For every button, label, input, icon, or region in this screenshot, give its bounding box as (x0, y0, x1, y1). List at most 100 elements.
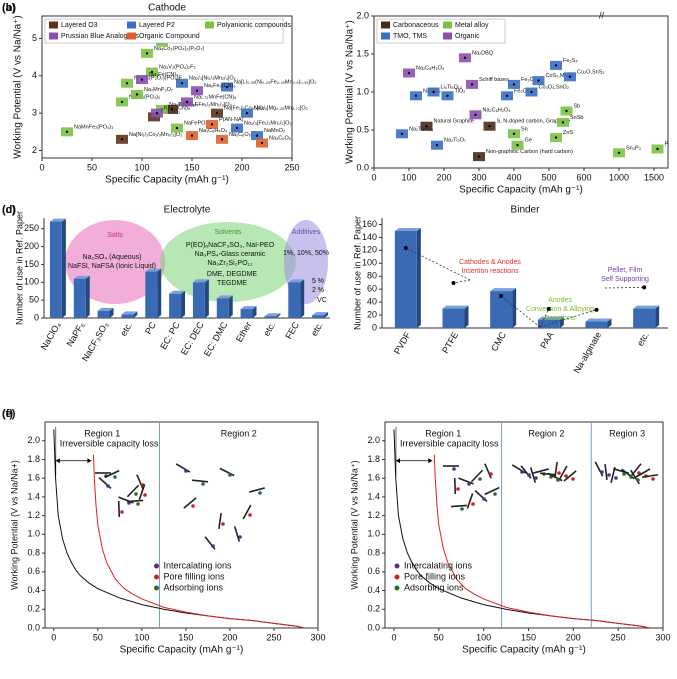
leader (604, 286, 645, 289)
ion (571, 477, 575, 481)
annotation: Conversion & Alloying (526, 306, 594, 313)
y-tick-label: 1.2 (367, 510, 380, 520)
data-point (530, 90, 533, 94)
annotation: Cathodes & Anodes (459, 259, 521, 266)
y-tick-label: 0.0 (367, 622, 380, 632)
annotation: Na₂SO₄ (Aqueous) (83, 254, 142, 261)
sheet (604, 463, 608, 481)
bar-top (288, 279, 305, 283)
region-label: Region 1 (84, 428, 120, 438)
data-point (125, 82, 129, 85)
group-ellipse (65, 220, 165, 304)
point-label: Na₂C₆O₆ (229, 132, 251, 138)
y-tick-label: 0.5 (356, 124, 369, 134)
y-tick-label: 4 (32, 70, 37, 80)
annotation: 2 % (312, 287, 324, 294)
y-tick-label: 100 (24, 277, 39, 287)
bar (192, 282, 205, 318)
sheet (136, 474, 144, 490)
point-label: NaFePO₄ (184, 121, 208, 127)
y-tick-label: 1.0 (356, 86, 369, 96)
data-point (537, 79, 540, 82)
legend-swatch (443, 21, 452, 29)
bar-top (585, 318, 612, 322)
data-point (561, 121, 565, 124)
bar (121, 314, 134, 318)
y-tick-label: 50 (29, 295, 39, 305)
x-axis-label: Specific Capacity (mAh g⁻¹) (120, 645, 244, 656)
data-point (210, 123, 214, 126)
data-point (656, 147, 659, 151)
bar-side (204, 279, 209, 318)
bar-top (49, 218, 66, 222)
sheet (242, 504, 252, 520)
ion (520, 470, 524, 474)
data-point (155, 111, 159, 115)
data-point (432, 90, 435, 94)
plot-frame (41, 15, 293, 159)
x-tick-label: PTFE (440, 330, 460, 355)
sheet (183, 497, 197, 509)
sheet (191, 479, 209, 483)
point-label: Na₁.₇₂MnFe(CN)₆ (194, 94, 236, 100)
y-axis-label: Working Potential (V vs Na/Na⁺) (349, 460, 359, 589)
data-point (145, 52, 149, 55)
bar-top (633, 305, 660, 309)
sheet (635, 468, 651, 478)
data-point (414, 94, 418, 98)
sheet (450, 504, 468, 508)
bar-top (121, 311, 138, 315)
sheet (219, 467, 235, 477)
x-tick-label: 100 (134, 162, 149, 172)
y-tick-label: 0.4 (367, 585, 380, 595)
y-tick-label: 0.4 (27, 585, 40, 595)
x-tick-label: 100 (476, 632, 491, 642)
x-tick-label: 500 (541, 172, 556, 182)
annotation: 1%, 10%, 50% (283, 250, 329, 257)
legend-swatch (49, 32, 58, 40)
point-label: NaCrO₂ (161, 109, 180, 115)
arrow-head (395, 458, 433, 464)
sheet (218, 512, 222, 530)
point-label: Na₂C₈H₄O₄ (199, 128, 228, 134)
ion (106, 484, 110, 488)
bar-top (442, 305, 469, 309)
data-point (120, 138, 124, 141)
data-point (185, 100, 189, 104)
point-label: Fe₂O₃ (514, 88, 529, 94)
sheet (533, 468, 549, 474)
legend-label: Layered P2 (139, 22, 175, 29)
sheet (529, 467, 537, 483)
bar (216, 298, 229, 318)
bar-top (264, 313, 281, 317)
annotation: Insertion reactions (461, 268, 519, 275)
x-tick-label: PAA (538, 330, 555, 350)
sheet (470, 469, 484, 483)
point-label: Cu₂O,SnS₂ (577, 69, 605, 75)
ion (651, 477, 655, 481)
data-point (554, 136, 558, 139)
bar (633, 308, 656, 328)
x-tick-label: 200 (566, 632, 581, 642)
x-tick-label: 250 (611, 632, 626, 642)
ion (134, 492, 138, 496)
x-tick-label: 150 (521, 632, 536, 642)
bar-side (276, 313, 281, 318)
data-point (407, 71, 411, 75)
bar-side (464, 305, 469, 328)
bar-top (394, 227, 421, 231)
sheet (466, 493, 474, 509)
ion (527, 473, 531, 477)
bar (394, 230, 417, 328)
panel-label: (e) (2, 408, 16, 420)
data-point (175, 126, 179, 130)
x-tick-label: 300 (471, 172, 486, 182)
bar (264, 316, 277, 318)
panel-label: (a) (2, 2, 16, 14)
y-tick-label: 120 (362, 245, 377, 255)
point-label: Na[Ni₁/₃Co₁/₃Mn₁/₃]O₂ (129, 132, 182, 138)
data-point (260, 141, 264, 145)
point-label: Li₄Ti₅O₁₂ (441, 84, 462, 90)
curve (393, 429, 650, 629)
y-tick-label: 1.0 (367, 529, 380, 539)
